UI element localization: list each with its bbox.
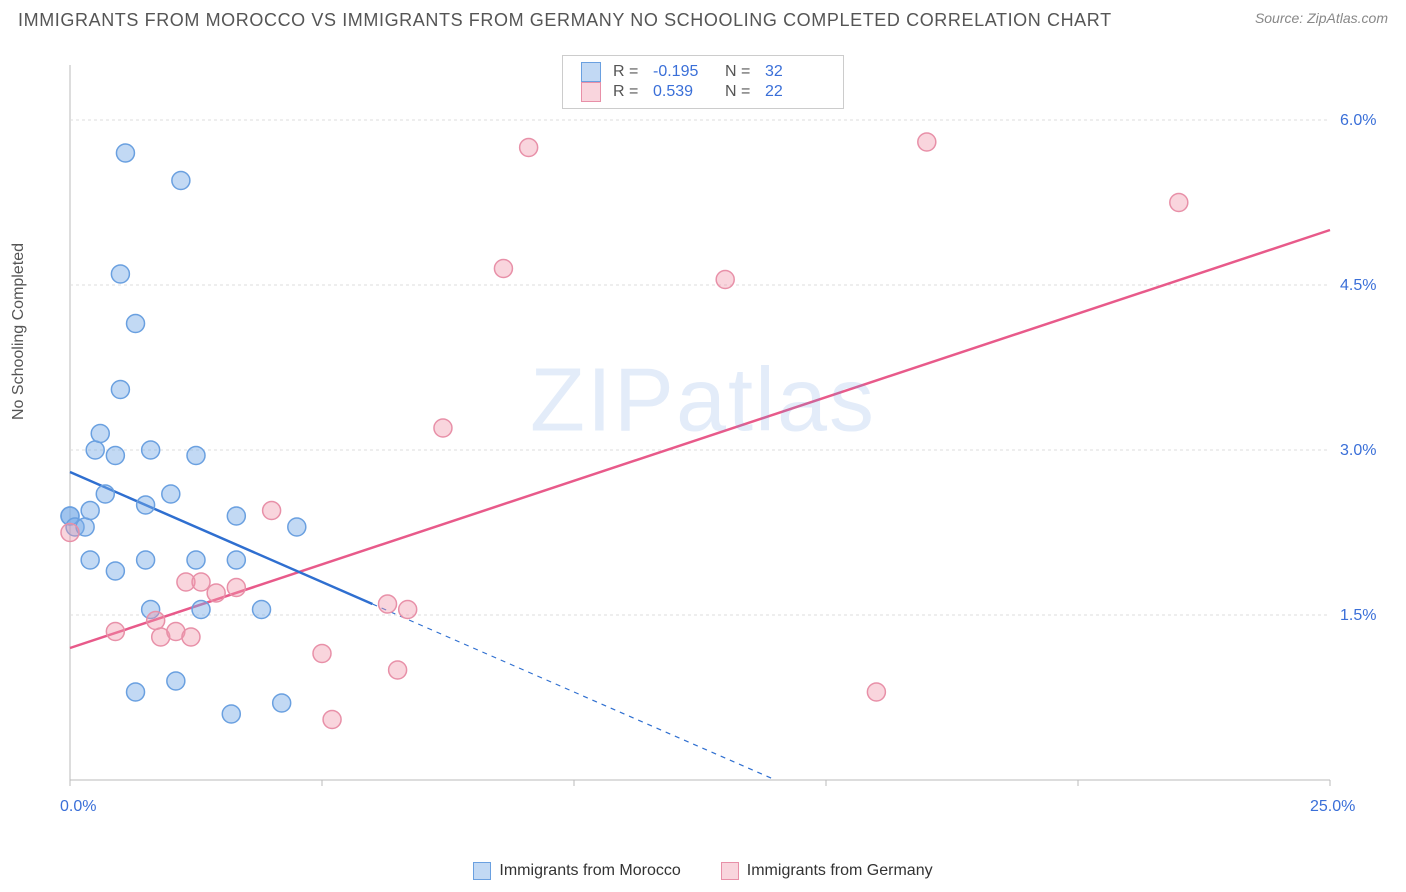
stats-legend: R = -0.195 N = 32 R = 0.539 N = 22 [562, 55, 844, 109]
r-label: R = [613, 63, 641, 81]
n-label: N = [725, 63, 753, 81]
germany-swatch-icon [581, 82, 601, 102]
x-axis-max-label: 25.0% [1310, 798, 1355, 816]
germany-n-value: 22 [765, 83, 825, 101]
n-label: N = [725, 83, 753, 101]
morocco-n-value: 32 [765, 63, 825, 81]
chart-title: IMMIGRANTS FROM MOROCCO VS IMMIGRANTS FR… [18, 10, 1112, 31]
morocco-r-value: -0.195 [653, 63, 713, 81]
stats-row-germany: R = 0.539 N = 22 [581, 82, 825, 102]
germany-legend-label: Immigrants from Germany [747, 862, 933, 880]
y-axis-label: No Schooling Completed [10, 243, 28, 420]
watermark-text: ZIPatlas [530, 350, 876, 453]
legend-item-germany: Immigrants from Germany [721, 862, 933, 880]
morocco-swatch-icon [581, 62, 601, 82]
stats-row-morocco: R = -0.195 N = 32 [581, 62, 825, 82]
svg-text:1.5%: 1.5% [1340, 607, 1376, 624]
source-attribution: Source: ZipAtlas.com [1255, 10, 1388, 26]
x-axis-min-label: 0.0% [60, 798, 96, 816]
svg-text:4.5%: 4.5% [1340, 277, 1376, 294]
r-label: R = [613, 83, 641, 101]
series-legend: Immigrants from Morocco Immigrants from … [0, 862, 1406, 880]
germany-swatch-icon [721, 862, 739, 880]
svg-text:6.0%: 6.0% [1340, 112, 1376, 129]
legend-item-morocco: Immigrants from Morocco [473, 862, 680, 880]
morocco-swatch-icon [473, 862, 491, 880]
germany-r-value: 0.539 [653, 83, 713, 101]
morocco-legend-label: Immigrants from Morocco [499, 862, 680, 880]
svg-text:3.0%: 3.0% [1340, 442, 1376, 459]
